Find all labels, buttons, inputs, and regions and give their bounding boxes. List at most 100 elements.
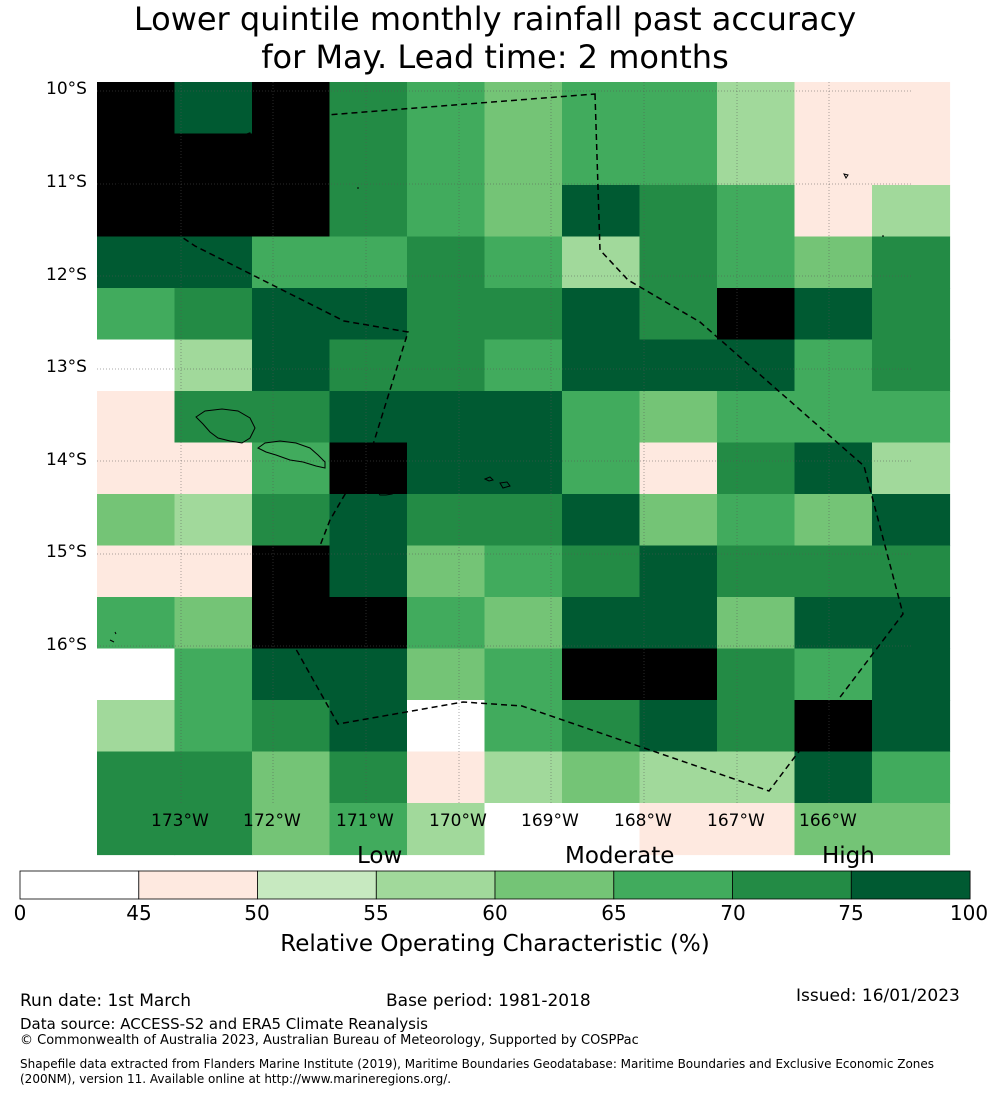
grid-cell (794, 391, 873, 444)
lat-label-14s: 14°S (46, 450, 87, 470)
island-ofu-olosega (483, 476, 494, 482)
grid-cell (639, 803, 718, 856)
grid-cell (484, 288, 563, 341)
grid-cell (329, 700, 408, 753)
island-tutuila (377, 485, 407, 496)
grid-cell (794, 494, 873, 547)
grid-cell (407, 185, 486, 238)
grid-cell (97, 751, 176, 804)
colorbar-tick-0: 0 (13, 901, 27, 925)
grid-cell (252, 494, 331, 547)
title-line-2: for May. Lead time: 2 months (261, 38, 729, 76)
grid-cell (872, 597, 951, 650)
grid-cell (639, 288, 718, 341)
grid-cell (717, 236, 796, 289)
lon-label-170w: 170°W (429, 811, 487, 831)
grid-cell (174, 442, 253, 495)
grid-cell (174, 803, 253, 856)
grid-cell (717, 133, 796, 186)
grid-cell (717, 648, 796, 701)
grid-cell (794, 545, 873, 598)
grid-cell (717, 288, 796, 341)
grid-cell (562, 133, 641, 186)
grid-cell (407, 82, 486, 135)
colorbar-title: Relative Operating Characteristic (%) (280, 931, 710, 957)
colorbar-tick-55: 55 (363, 901, 389, 925)
islands (109, 173, 884, 643)
grid-cell (717, 339, 796, 392)
grid-cell (794, 82, 873, 135)
grid-cell (174, 133, 253, 186)
island-tau (499, 481, 511, 489)
grid-cell (639, 82, 718, 135)
grid-cell (97, 545, 176, 598)
grid-cell (872, 700, 951, 753)
grid-cell (252, 700, 331, 753)
grid-cell (484, 391, 563, 444)
grid-cell (252, 185, 331, 238)
grid-cell (717, 494, 796, 547)
grid-cell (407, 391, 486, 444)
grid-cell (794, 803, 873, 856)
grid-cell (252, 545, 331, 598)
grid-cell (252, 82, 331, 135)
grid-cell (97, 185, 176, 238)
grid-cell (562, 803, 641, 856)
grid-cell (407, 494, 486, 547)
lon-label-167w: 167°W (707, 811, 765, 831)
grid-cell (794, 288, 873, 341)
grid-cell (562, 751, 641, 804)
colorbar-tick-45: 45 (126, 901, 152, 925)
grid-cell (717, 185, 796, 238)
island-savaii (195, 408, 256, 444)
grid-cell (329, 391, 408, 444)
grid-cell (97, 288, 176, 341)
colorbar-segment (19, 870, 140, 900)
grid-cell (407, 236, 486, 289)
lon-label-172w: 172°W (243, 811, 301, 831)
grid-cell (794, 648, 873, 701)
grid-cell (97, 82, 176, 135)
grid-cell (97, 803, 176, 856)
grid-cell (97, 597, 176, 650)
grid-cell (639, 236, 718, 289)
grid-cell (717, 803, 796, 856)
issued-date: Issued: 16/01/2023 (796, 986, 960, 1006)
grid-cell (794, 339, 873, 392)
grid-cells (97, 82, 951, 856)
grid-cell (407, 133, 486, 186)
grid-cell (562, 82, 641, 135)
grid-cell (717, 751, 796, 804)
grid-cell (252, 391, 331, 444)
lon-label-173w: 173°W (151, 811, 209, 831)
lat-label-10s: 10°S (46, 79, 87, 99)
grid-cell (872, 236, 951, 289)
copyright: © Commonwealth of Australia 2023, Austra… (20, 1033, 639, 1048)
grid-cell (717, 545, 796, 598)
grid-cell (484, 803, 563, 856)
island-upolu (257, 440, 326, 469)
grid-cell (717, 597, 796, 650)
grid-cell (639, 391, 718, 444)
grid-cell (717, 82, 796, 135)
grid-cell (407, 751, 486, 804)
grid-cell (562, 236, 641, 289)
grid-cell (329, 648, 408, 701)
colorbar-segment (257, 870, 377, 900)
grid-cell (872, 288, 951, 341)
grid-cell (97, 236, 176, 289)
lat-label-16s: 16°S (46, 635, 87, 655)
grid-cell (97, 648, 176, 701)
grid-cell (97, 133, 176, 186)
grid-cell (872, 442, 951, 495)
grid-cell (872, 751, 951, 804)
title-line-1: Lower quintile monthly rainfall past acc… (133, 0, 857, 38)
grid-cell (639, 494, 718, 547)
grid-cell (872, 545, 951, 598)
lon-label-169w: 169°W (521, 811, 579, 831)
grid-cell (329, 597, 408, 650)
grid-cell (562, 494, 641, 547)
grid-cell (174, 82, 253, 135)
islet-west (109, 631, 117, 643)
